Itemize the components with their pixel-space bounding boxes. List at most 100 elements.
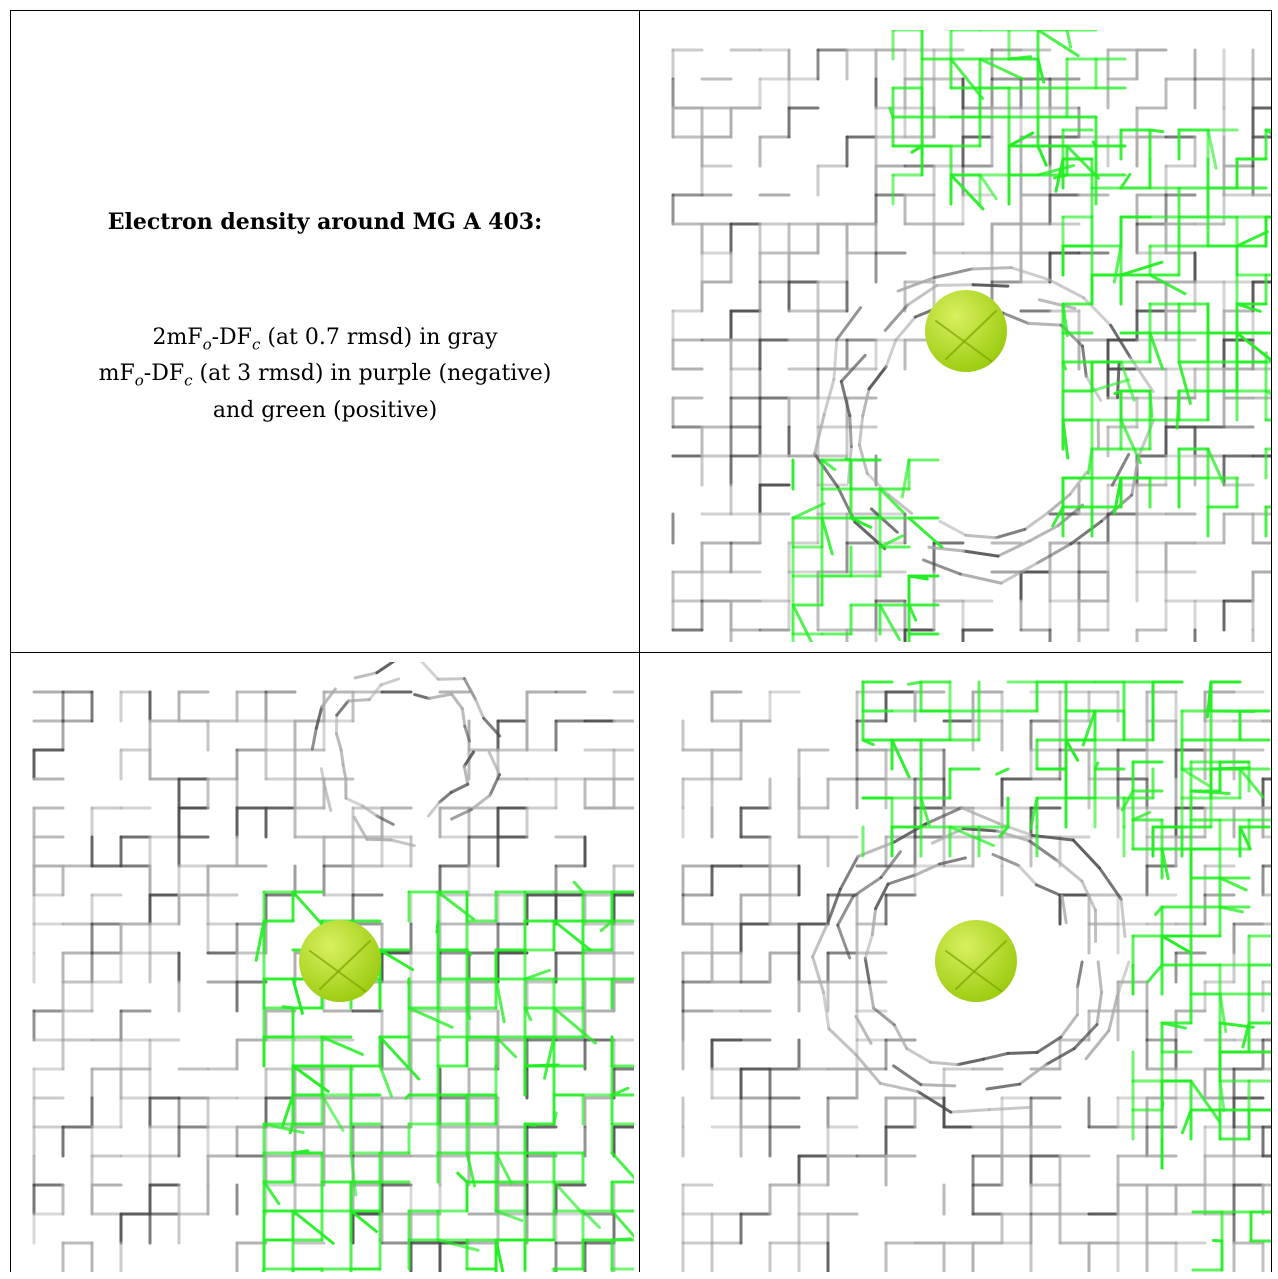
mesh-contour-gray (427, 692, 454, 700)
mesh-edge-green (1212, 1238, 1224, 1243)
mesh-contour-gray (1069, 519, 1103, 546)
mesh-edge-green (907, 603, 918, 622)
mesh-edge-green (1119, 260, 1164, 277)
mesh-edge-green (543, 1035, 556, 1080)
legend-line-3: and green (positive) (212, 397, 438, 423)
mesh-edge-green (610, 1151, 634, 1180)
mesh-edge-green (1061, 418, 1070, 460)
mesh-edge-green (1206, 128, 1218, 170)
mesh-edge-green (494, 1267, 498, 1272)
mesh-contour-gray (488, 773, 502, 797)
mesh-edge-green (281, 1093, 295, 1128)
mesh-edge-green (1148, 331, 1165, 371)
mesh-contour-gray (462, 750, 476, 768)
mesh-contour-gray (905, 1047, 932, 1064)
mg-atom-sphere (925, 290, 1007, 372)
mesh-contour-gray (320, 687, 337, 709)
mesh-contour-gray (1130, 455, 1140, 497)
mesh-contour-gray (916, 1090, 953, 1114)
mesh-edge-green (1218, 876, 1248, 892)
mesh-edge-green (1061, 360, 1067, 371)
mesh-contour-gray (1026, 321, 1063, 327)
mesh-edge-green (1065, 144, 1100, 180)
mesh-contour-gray (867, 981, 876, 1010)
mesh-edge-green (998, 825, 1010, 838)
mesh-edge-green (378, 1064, 393, 1098)
mesh-edge-green (456, 1171, 469, 1184)
mesh-contour-gray (1047, 492, 1072, 514)
mesh-contour-gray (938, 519, 968, 537)
mesh-contour-gray (1018, 1063, 1048, 1086)
mesh-edge-green (820, 458, 837, 472)
mesh-edge-green (552, 1180, 584, 1214)
mesh-contour-gray (1072, 1023, 1099, 1051)
mesh-contour-gray (958, 572, 1003, 585)
panel-bottom-right (663, 662, 1271, 1272)
mesh-contour-gray (960, 806, 1001, 826)
mesh-edge-green (494, 1238, 505, 1272)
mesh-contour-gray (319, 767, 327, 791)
mesh-edge-green (1235, 302, 1262, 313)
mesh-contour-gray (865, 472, 891, 497)
mesh-contour-gray (1080, 879, 1097, 912)
mesh-contour-gray (919, 1083, 957, 1088)
mesh-contour-gray (991, 852, 1020, 867)
mesh-edge-green (995, 767, 1010, 776)
mesh-contour-gray (361, 804, 379, 818)
mesh-contour-gray (344, 796, 365, 808)
mesh-contour-gray (987, 1105, 1031, 1112)
mesh-contour-gray (999, 561, 1040, 585)
mesh-edge-green (436, 1238, 480, 1252)
mesh-edge-green (254, 919, 266, 962)
mesh-contour-gray (463, 724, 472, 743)
mesh-contour-gray (1071, 838, 1102, 870)
mesh-contour-gray (1060, 894, 1068, 925)
mesh-edge-green (1112, 476, 1123, 515)
density-view-bottom-right (681, 680, 1271, 1272)
mesh-contour-gray (314, 705, 324, 730)
mesh-contour-gray (482, 716, 502, 738)
mesh-edge-green (610, 1209, 634, 1239)
mesh-over-atom (955, 940, 1007, 990)
mesh-edge-green (1119, 418, 1142, 465)
mesh-edge-green (1177, 360, 1192, 405)
mesh-contour-gray (1055, 858, 1084, 883)
mesh-contour-gray (1059, 323, 1084, 348)
mesh-contour-gray (982, 1051, 1010, 1061)
mesh-contour-gray (857, 414, 865, 447)
mesh-contour-gray (883, 303, 909, 332)
mesh-edge-green (581, 1209, 601, 1229)
mesh-edge-green (1007, 131, 1035, 148)
mesh-edge-green (1113, 389, 1123, 396)
mesh-contour-gray (870, 907, 878, 937)
mesh-contour-gray (323, 787, 333, 812)
mesh-edge-green (262, 1180, 281, 1206)
mesh-contour-gray (848, 414, 853, 449)
mesh-contour-gray (838, 854, 860, 891)
mesh-contour-gray (1068, 470, 1089, 496)
mesh-edge-green (1148, 128, 1165, 134)
mesh-contour-gray (962, 549, 1000, 558)
mesh-contour-gray (375, 814, 395, 826)
mesh-contour-gray (827, 1027, 858, 1057)
mesh-edge-green (1146, 963, 1164, 984)
mesh-contour-gray (1028, 839, 1059, 862)
mesh-edge-green (949, 57, 985, 100)
mesh-edge-green (949, 173, 985, 211)
mesh-edge-green (378, 1035, 421, 1081)
mesh-edge-green (1148, 389, 1154, 419)
mesh-contour-gray (869, 507, 899, 534)
mesh-contour-gray (878, 1081, 920, 1094)
mesh-edge-green (1007, 55, 1033, 61)
mesh-contour-gray (924, 806, 964, 826)
mesh-contour-gray (1009, 266, 1051, 282)
mesh-edge-green (1160, 1021, 1188, 1030)
mesh-contour-gray (928, 1060, 960, 1067)
mesh-edge-green (1112, 244, 1123, 284)
mesh-edge-green (494, 1209, 524, 1223)
mesh-edge-green (523, 968, 551, 981)
mesh-contour-gray (822, 377, 836, 417)
mesh-edge-green (1051, 505, 1065, 528)
mesh-contour-gray (932, 267, 974, 280)
mesh-edge-green (900, 458, 911, 499)
